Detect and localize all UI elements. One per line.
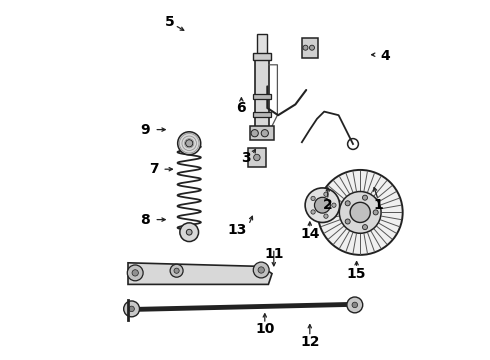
Circle shape (258, 267, 265, 273)
Text: 1: 1 (373, 198, 383, 212)
Text: 3: 3 (241, 152, 250, 165)
Bar (253, 53, 271, 60)
Circle shape (178, 132, 201, 155)
Circle shape (251, 130, 258, 137)
Text: 7: 7 (149, 162, 159, 176)
Circle shape (186, 229, 192, 235)
Bar (253, 94, 270, 99)
Circle shape (363, 225, 368, 230)
Circle shape (132, 270, 138, 276)
Circle shape (174, 268, 179, 273)
Circle shape (350, 202, 370, 222)
Circle shape (332, 203, 336, 207)
Circle shape (253, 262, 269, 278)
Text: 8: 8 (140, 213, 149, 226)
Circle shape (363, 195, 368, 200)
Circle shape (324, 192, 328, 197)
Bar (302, 38, 318, 58)
Text: 9: 9 (140, 123, 149, 136)
Circle shape (347, 297, 363, 313)
Text: 13: 13 (227, 224, 247, 237)
Circle shape (345, 219, 350, 224)
Bar (248, 148, 266, 167)
Circle shape (170, 264, 183, 277)
Text: 2: 2 (323, 198, 333, 212)
Circle shape (315, 197, 330, 213)
Circle shape (318, 170, 403, 255)
Circle shape (311, 210, 315, 214)
Circle shape (186, 140, 193, 147)
Text: 10: 10 (255, 323, 274, 336)
Circle shape (127, 265, 143, 281)
Text: 4: 4 (380, 49, 390, 63)
Circle shape (123, 301, 140, 317)
Text: 11: 11 (264, 247, 284, 261)
Text: 5: 5 (165, 15, 174, 28)
Circle shape (352, 302, 358, 308)
Bar (257, 34, 267, 63)
Text: 12: 12 (300, 335, 319, 349)
Circle shape (345, 201, 350, 206)
Circle shape (129, 306, 134, 312)
Text: 15: 15 (347, 267, 367, 280)
Circle shape (339, 192, 381, 233)
Circle shape (261, 130, 269, 137)
Circle shape (324, 214, 328, 218)
Circle shape (310, 45, 315, 50)
Circle shape (305, 188, 340, 222)
Circle shape (180, 223, 198, 242)
Circle shape (373, 210, 378, 215)
Circle shape (254, 154, 260, 161)
Polygon shape (128, 263, 272, 284)
Bar (253, 112, 270, 117)
Text: 14: 14 (300, 227, 319, 241)
Circle shape (303, 45, 308, 50)
Bar (255, 56, 269, 128)
Circle shape (311, 196, 315, 201)
Text: 6: 6 (237, 101, 246, 115)
Bar (250, 126, 274, 140)
